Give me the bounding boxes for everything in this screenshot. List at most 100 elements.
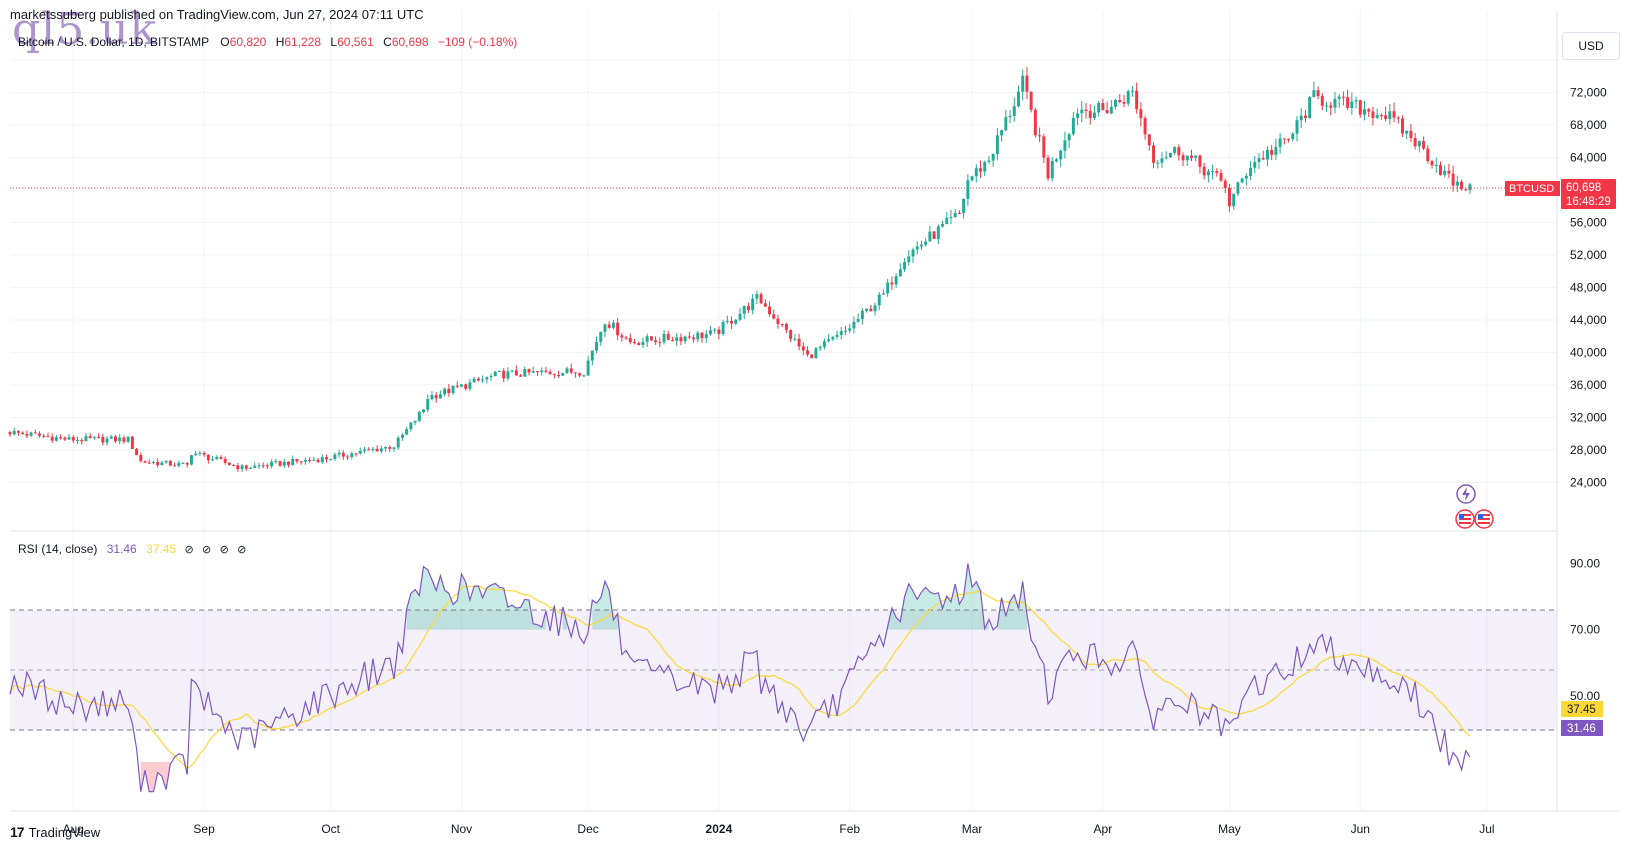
candle[interactable] xyxy=(835,330,839,340)
candle[interactable] xyxy=(1371,106,1375,126)
candle[interactable] xyxy=(46,432,50,438)
candle[interactable] xyxy=(430,391,434,401)
candle[interactable] xyxy=(1017,85,1020,108)
candle[interactable] xyxy=(333,452,337,461)
candle[interactable] xyxy=(1295,116,1299,142)
candle[interactable] xyxy=(244,464,248,472)
candle[interactable] xyxy=(666,330,670,341)
rsi-title[interactable]: RSI (14, close) xyxy=(18,542,98,556)
candle[interactable] xyxy=(768,301,772,317)
candle[interactable] xyxy=(746,302,750,313)
candle[interactable] xyxy=(1265,146,1269,167)
candle[interactable] xyxy=(911,247,915,263)
candle[interactable] xyxy=(1114,98,1118,110)
candle[interactable] xyxy=(130,435,134,450)
candle[interactable] xyxy=(514,365,518,376)
candle[interactable] xyxy=(590,350,594,366)
candle[interactable] xyxy=(1000,129,1004,142)
candle[interactable] xyxy=(607,321,611,329)
candle[interactable] xyxy=(1160,152,1164,168)
candle[interactable] xyxy=(890,276,894,290)
candle[interactable] xyxy=(63,436,67,441)
candle[interactable] xyxy=(1320,93,1324,111)
candle[interactable] xyxy=(206,454,210,464)
candle[interactable] xyxy=(527,368,531,376)
candle[interactable] xyxy=(1337,93,1341,108)
candle[interactable] xyxy=(312,456,316,461)
candle[interactable] xyxy=(624,335,628,340)
candle[interactable] xyxy=(1168,152,1172,159)
price-axis[interactable]: 24,000 28,000 32,000 36,000 40,000 44,000 48,0… xyxy=(1570,86,1607,490)
candle[interactable] xyxy=(8,430,12,437)
candle[interactable] xyxy=(1438,161,1442,176)
candle[interactable] xyxy=(1325,101,1329,112)
candle[interactable] xyxy=(1303,109,1307,123)
candle[interactable] xyxy=(447,384,451,397)
candle[interactable] xyxy=(1350,92,1354,115)
visibility-icon-3[interactable]: ⊘ xyxy=(219,544,229,556)
candle[interactable] xyxy=(156,458,160,468)
candle[interactable] xyxy=(1287,138,1291,143)
candle[interactable] xyxy=(881,289,885,295)
candle[interactable] xyxy=(535,370,539,376)
candle[interactable] xyxy=(671,337,674,342)
candle[interactable] xyxy=(1261,150,1265,161)
candle[interactable] xyxy=(329,458,333,461)
candle[interactable] xyxy=(316,457,320,463)
candle[interactable] xyxy=(1329,101,1333,116)
candle[interactable] xyxy=(949,209,953,225)
candle[interactable] xyxy=(1451,165,1455,192)
candle[interactable] xyxy=(995,127,999,161)
candle[interactable] xyxy=(1278,133,1282,154)
candle[interactable] xyxy=(1185,155,1189,166)
candle[interactable] xyxy=(654,336,658,345)
footer-branding[interactable]: 17 TradingView xyxy=(10,824,100,840)
candle[interactable] xyxy=(59,434,63,440)
candle[interactable] xyxy=(1054,157,1058,163)
candle[interactable] xyxy=(1101,98,1105,111)
candle[interactable] xyxy=(1021,69,1025,101)
candle[interactable] xyxy=(1430,159,1434,169)
candle[interactable] xyxy=(637,341,641,346)
candle[interactable] xyxy=(793,334,797,342)
candle[interactable] xyxy=(924,238,928,247)
candle[interactable] xyxy=(443,387,447,397)
candle[interactable] xyxy=(80,438,84,445)
candle[interactable] xyxy=(1092,105,1096,120)
candle[interactable] xyxy=(675,333,679,346)
candle[interactable] xyxy=(1236,181,1240,197)
candle[interactable] xyxy=(76,436,79,445)
candle[interactable] xyxy=(1405,130,1409,140)
symbol-title[interactable]: Bitcoin / U.S. Dollar, 1D, BITSTAMP xyxy=(18,35,209,49)
candle[interactable] xyxy=(1071,111,1075,136)
candle[interactable] xyxy=(426,394,430,413)
candle[interactable] xyxy=(742,305,746,320)
candle[interactable] xyxy=(865,308,869,313)
candle[interactable] xyxy=(1367,107,1371,118)
candle[interactable] xyxy=(957,210,961,215)
candle[interactable] xyxy=(544,366,548,374)
candle[interactable] xyxy=(1299,108,1303,129)
candle[interactable] xyxy=(438,390,442,399)
candle[interactable] xyxy=(489,373,493,382)
candle[interactable] xyxy=(1232,193,1236,210)
candle[interactable] xyxy=(1008,110,1012,124)
candle[interactable] xyxy=(915,241,919,255)
candle[interactable] xyxy=(160,460,164,466)
candle[interactable] xyxy=(852,316,856,334)
candle[interactable] xyxy=(42,433,46,439)
candle[interactable] xyxy=(578,372,582,378)
candle[interactable] xyxy=(979,160,982,179)
candle[interactable] xyxy=(1401,115,1404,138)
candle[interactable] xyxy=(1282,138,1286,145)
candle[interactable] xyxy=(455,381,459,389)
candle[interactable] xyxy=(1042,133,1046,163)
candle[interactable] xyxy=(118,434,122,445)
candle[interactable] xyxy=(616,318,620,340)
candle[interactable] xyxy=(97,433,101,439)
candle[interactable] xyxy=(1455,175,1459,193)
candle[interactable] xyxy=(498,370,501,373)
candle[interactable] xyxy=(12,427,16,436)
candle[interactable] xyxy=(1067,132,1071,149)
candle[interactable] xyxy=(417,410,421,422)
